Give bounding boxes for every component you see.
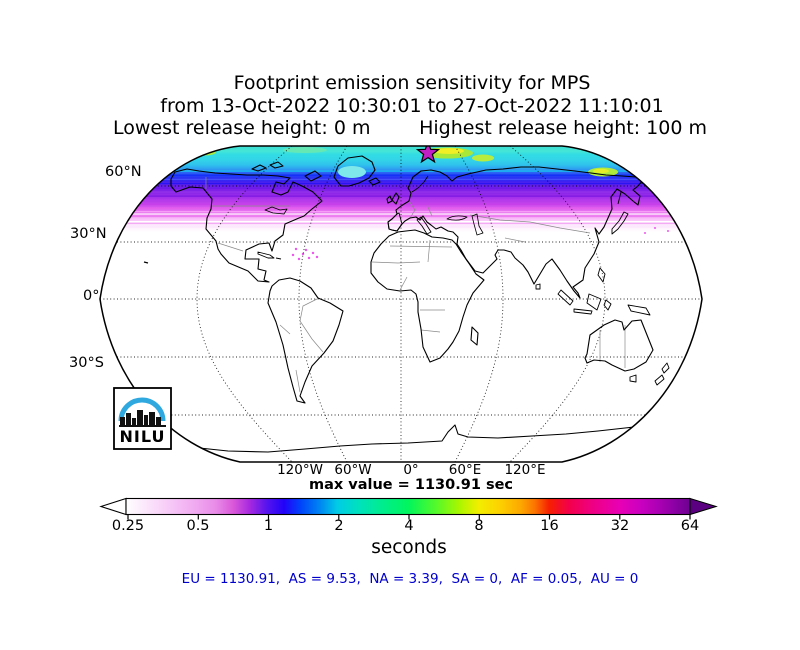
max-value-label: max value = 1130.91 sec [308,477,514,493]
scatter-speckles [291,227,669,261]
nilu-arc-icon [118,397,166,422]
lowest-release-height-label: Lowest release height: 0 m [113,117,371,139]
map-boundary [99,145,703,463]
lon-label-60e: 60°E [448,462,482,478]
colorbar-tick-1: 1 [263,518,274,534]
colorbar-gradient-bar [125,497,691,516]
colorbar-right-arrow-icon [689,497,718,516]
lat-label-60n: 60°N [105,164,142,180]
lat-label-0: 0° [83,288,100,304]
colorbar-tick-64: 64 [680,518,700,534]
source-star-icon [415,146,441,164]
highest-release-height-label: Highest release height: 100 m [419,117,707,139]
colorbar-tick-2: 2 [334,518,344,534]
lon-label-120e: 120°E [504,462,546,478]
colorbar-tick-0.5: 0.5 [186,518,210,534]
colorbar-ticks [127,514,691,520]
lon-label-0: 0° [403,462,419,478]
nilu-logo-text: NILU [119,427,166,446]
colorbar-tick-4: 4 [404,518,414,534]
colorbar-unit-label: seconds [371,537,447,558]
lat-label-30s: 30°S [69,355,104,371]
colorbar-tick-8: 8 [474,518,484,534]
nilu-logo [113,387,172,450]
colorbar-left-arrow-icon [99,497,127,516]
colorbar-tick-16: 16 [540,518,559,534]
figure-title: Footprint emission sensitivity for MPS [233,72,591,94]
colorbar-tick-32: 32 [610,518,630,534]
lon-label-120w: 120°W [277,462,323,478]
colorbar-tick-0.25: 0.25 [111,518,145,534]
nilu-skyline-icon [119,410,166,427]
figure-subtitle-timerange: from 13-Oct-2022 10:30:01 to 27-Oct-2022… [160,95,664,117]
region-totals-line: EU = 1130.91, AS = 9.53, NA = 3.39, SA =… [181,571,639,587]
lat-label-30n: 30°N [70,226,107,242]
colorbar [99,497,718,520]
country-borders [205,177,626,393]
release-height-row: Lowest release height: 0 m Highest relea… [113,117,707,140]
lon-label-60w: 60°W [334,462,372,478]
map-content [100,146,702,462]
coastlines [143,155,670,453]
